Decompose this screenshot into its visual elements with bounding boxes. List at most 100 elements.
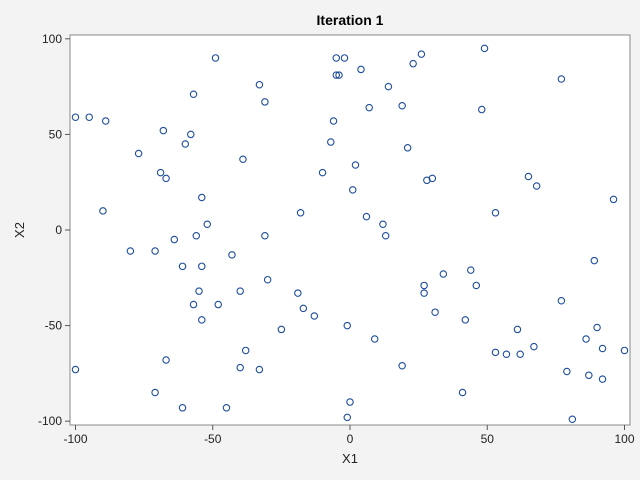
data-point <box>159 126 168 135</box>
y-axis: -100 -50 0 50 100 <box>38 32 70 428</box>
data-point <box>236 363 244 372</box>
x-tick-label: 100 <box>614 432 634 446</box>
data-point <box>491 209 500 217</box>
data-point <box>195 287 203 295</box>
data-point <box>348 186 357 194</box>
data-point <box>178 404 187 412</box>
data-point <box>384 82 393 91</box>
data-point <box>192 231 201 240</box>
y-tick-label: 100 <box>42 32 62 46</box>
x-tick-label: -100 <box>63 432 87 446</box>
data-point <box>458 388 467 397</box>
data-point <box>211 54 220 62</box>
data-point <box>239 155 247 164</box>
data-point <box>340 54 349 62</box>
data-point <box>327 138 335 146</box>
data-point <box>491 348 500 357</box>
data-point <box>228 251 236 259</box>
data-point <box>428 174 437 183</box>
y-tick-label: -100 <box>38 414 62 428</box>
x-axis-label: X1 <box>342 451 358 466</box>
data-point <box>582 335 590 343</box>
data-point <box>609 195 618 204</box>
data-point <box>71 113 80 121</box>
data-point <box>357 65 365 74</box>
data-point <box>255 365 264 374</box>
data-point <box>236 287 244 295</box>
data-point <box>593 323 601 332</box>
data-point <box>585 371 593 380</box>
data-point <box>332 54 341 62</box>
data-point <box>346 398 354 406</box>
data-point <box>261 231 269 240</box>
x-tick-label: -50 <box>204 432 222 446</box>
data-point <box>478 105 486 114</box>
data-point <box>420 289 428 297</box>
x-tick-label: 50 <box>481 432 495 446</box>
data-point <box>189 90 198 99</box>
data-point <box>370 335 379 343</box>
data-point <box>126 247 135 255</box>
data-point <box>557 296 566 305</box>
data-point <box>381 231 390 240</box>
data-point <box>222 404 231 412</box>
data-point <box>181 140 190 148</box>
data-point <box>198 316 206 324</box>
data-point <box>101 117 110 125</box>
data-point <box>343 321 352 330</box>
data-point <box>263 275 272 284</box>
y-tick-label: -50 <box>45 319 63 333</box>
data-point <box>420 281 428 290</box>
data-point <box>335 71 343 79</box>
data-point <box>318 168 327 177</box>
data-point <box>203 220 212 229</box>
data-point <box>85 113 93 121</box>
data-point <box>461 316 470 324</box>
data-point <box>532 182 541 190</box>
data-point <box>398 361 406 370</box>
data-point <box>524 172 533 181</box>
plot-area <box>69 34 631 426</box>
data-point <box>214 300 222 309</box>
data-point <box>329 117 338 125</box>
data-point <box>277 325 286 334</box>
data-point <box>296 209 305 217</box>
y-axis-label: X2 <box>12 222 27 238</box>
data-point <box>598 375 607 383</box>
data-point <box>409 59 417 68</box>
data-point <box>151 247 159 255</box>
data-point <box>198 262 206 271</box>
data-point <box>362 212 371 221</box>
y-tick-label: 50 <box>49 127 63 141</box>
data-point <box>351 161 360 169</box>
data-point <box>332 71 341 79</box>
data-point <box>241 346 250 355</box>
data-point <box>156 168 165 177</box>
data-point <box>294 289 302 297</box>
data-point <box>467 266 475 274</box>
data-point <box>530 342 538 351</box>
data-points <box>71 44 629 424</box>
data-point <box>403 144 412 152</box>
data-point <box>162 174 170 183</box>
data-point <box>178 262 187 271</box>
data-point <box>187 130 195 139</box>
data-point <box>620 346 629 355</box>
x-tick-label: 0 <box>347 432 354 446</box>
x-axis: -100 -50 0 50 100 <box>63 425 635 446</box>
data-point <box>480 44 489 53</box>
data-point <box>568 415 577 424</box>
y-tick-label: 0 <box>55 223 62 237</box>
data-point <box>365 103 373 112</box>
data-point <box>71 365 80 374</box>
data-point <box>590 256 599 265</box>
data-point <box>563 367 571 376</box>
data-point <box>134 149 143 158</box>
data-point <box>151 388 159 397</box>
data-point <box>261 98 269 106</box>
data-point <box>516 350 524 359</box>
data-point <box>439 270 448 278</box>
data-point <box>189 300 198 309</box>
data-point <box>557 75 566 83</box>
